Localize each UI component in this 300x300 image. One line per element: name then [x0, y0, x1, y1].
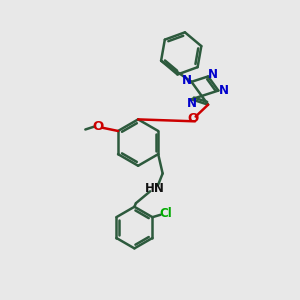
Text: Cl: Cl [160, 207, 172, 220]
Text: N: N [219, 84, 229, 97]
Text: O: O [92, 120, 104, 133]
Text: N: N [208, 68, 218, 81]
Text: N: N [187, 97, 197, 110]
Text: N: N [182, 74, 191, 87]
Text: O: O [187, 112, 198, 125]
Text: HN: HN [144, 182, 164, 195]
